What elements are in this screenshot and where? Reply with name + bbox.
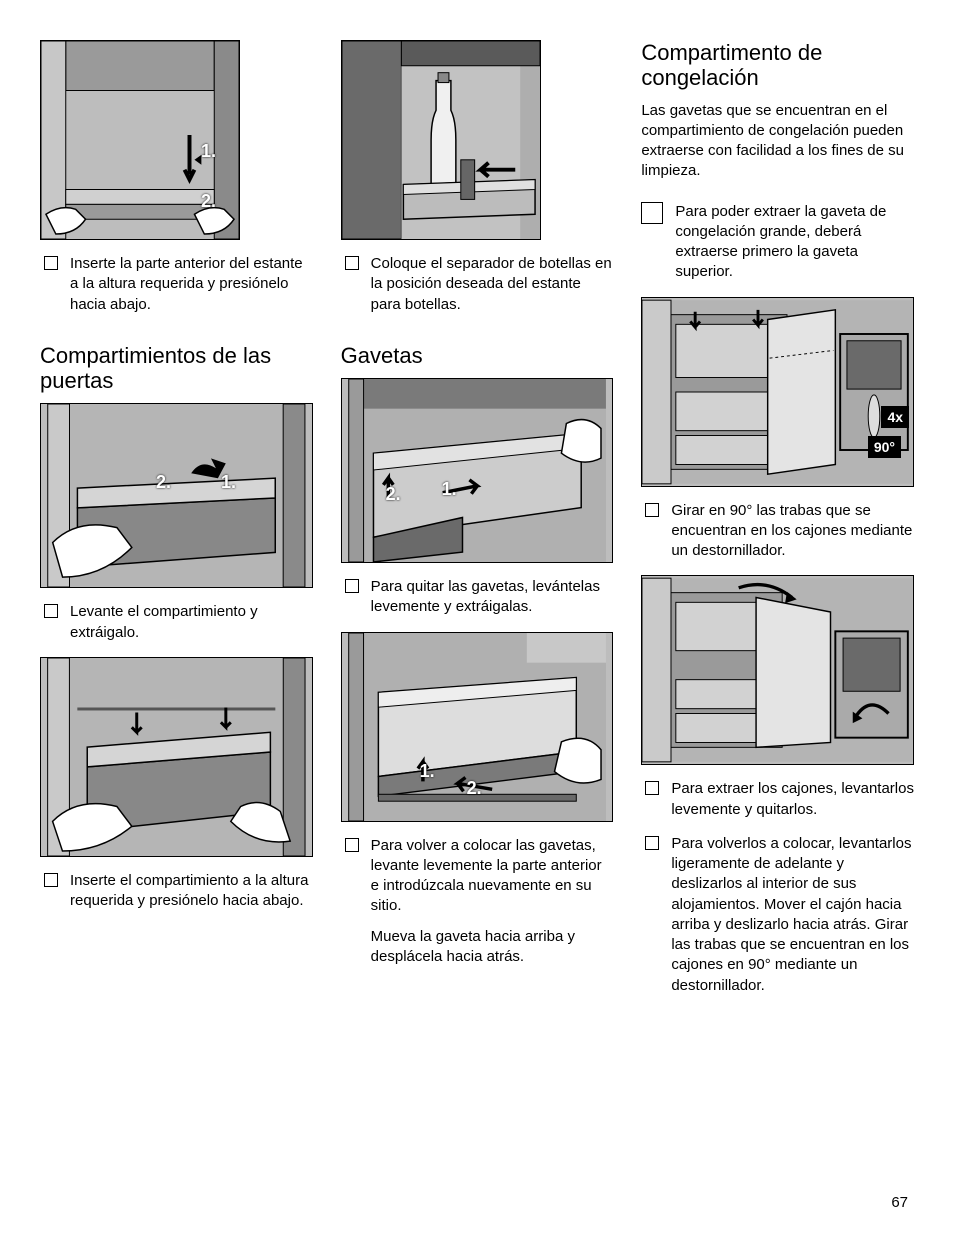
note-text: Para poder extraer la gaveta de congelac… [675, 202, 914, 283]
bullet-icon [345, 256, 359, 270]
list-item: Levante el compartimiento y extráigalo. [40, 602, 313, 643]
figure-label: 2. [386, 484, 401, 505]
item-text: Girar en 90° las trabas que se encuentra… [671, 501, 914, 562]
figure-label-2: 2. [201, 191, 216, 212]
item-text-block: Para volver a colocar las gavetas, levan… [371, 836, 614, 968]
bullet-icon [44, 604, 58, 618]
item-text: Para extraer los cajones, levantarlos le… [671, 779, 914, 820]
bullet-icon [345, 579, 359, 593]
page-columns: 1. 2. Inserte la parte anterior del esta… [40, 40, 914, 1010]
heading-freezer: Compartimento de congelación [641, 40, 914, 91]
figure-freezer-remove [641, 575, 914, 765]
item-text-sub: Mueva la gaveta hacia arriba y desplácel… [371, 927, 614, 968]
figure-label-2: 2. [156, 472, 171, 493]
item-text: Coloque el separador de botellas en la p… [371, 254, 614, 315]
bullet-icon [645, 836, 659, 850]
bullet-icon [645, 503, 659, 517]
list-item: Inserte la parte anterior del estante a … [40, 254, 313, 315]
bullet-icon [645, 781, 659, 795]
figure-door-insert [40, 657, 313, 857]
item-text: Inserte la parte anterior del estante a … [70, 254, 313, 315]
figure-label: 2. [467, 778, 482, 799]
figure-label-1: 1. [201, 141, 216, 162]
item-text: Levante el compartimiento y extráigalo. [70, 602, 313, 643]
figure-label-1: 1. [221, 472, 236, 493]
list-item: Coloque el separador de botellas en la p… [341, 254, 614, 315]
figure-drawer-insert: 1. 2. [341, 632, 614, 822]
list-item: Para quitar las gavetas, levántelas leve… [341, 577, 614, 618]
bullet-icon [44, 256, 58, 270]
item-text: Inserte el compartimiento a la altura re… [70, 871, 313, 912]
figure-freezer-locks: 4x 90° [641, 297, 914, 487]
bullet-icon [345, 838, 359, 852]
item-text: Para quitar las gavetas, levántelas leve… [371, 577, 614, 618]
list-item: Para volverlos a colocar, levantarlos li… [641, 834, 914, 996]
figure-bottle-separator [341, 40, 541, 240]
item-text: Para volver a colocar las gavetas, levan… [371, 836, 614, 917]
heading-door-compartments: Compartimientos de las puertas [40, 343, 313, 394]
figure-label: 1. [420, 761, 435, 782]
figure-door-lift: 2. 1. [40, 403, 313, 588]
note-row: Para poder extraer la gaveta de congelac… [641, 202, 914, 283]
item-text: Para volverlos a colocar, levantarlos li… [671, 834, 914, 996]
list-item: Inserte el compartimiento a la altura re… [40, 871, 313, 912]
page-number: 67 [891, 1194, 908, 1211]
figure-shelf-insert: 1. 2. [40, 40, 240, 240]
column-2: Coloque el separador de botellas en la p… [341, 40, 614, 1010]
list-item: Girar en 90° las trabas que se encuentra… [641, 501, 914, 562]
list-item: Para extraer los cajones, levantarlos le… [641, 779, 914, 820]
note-icon [641, 202, 663, 224]
figure-drawer-remove: 2. 1. [341, 378, 614, 563]
list-item: Para volver a colocar las gavetas, levan… [341, 836, 614, 968]
heading-drawers: Gavetas [341, 343, 614, 368]
intro-text: Las gavetas que se encuentran en el comp… [641, 101, 914, 182]
bullet-icon [44, 873, 58, 887]
column-1: 1. 2. Inserte la parte anterior del esta… [40, 40, 313, 1010]
figure-label: 1. [442, 479, 457, 500]
badge-90: 90° [868, 436, 901, 458]
column-3: Compartimento de congelación Las gavetas… [641, 40, 914, 1010]
badge-4x: 4x [881, 406, 909, 428]
